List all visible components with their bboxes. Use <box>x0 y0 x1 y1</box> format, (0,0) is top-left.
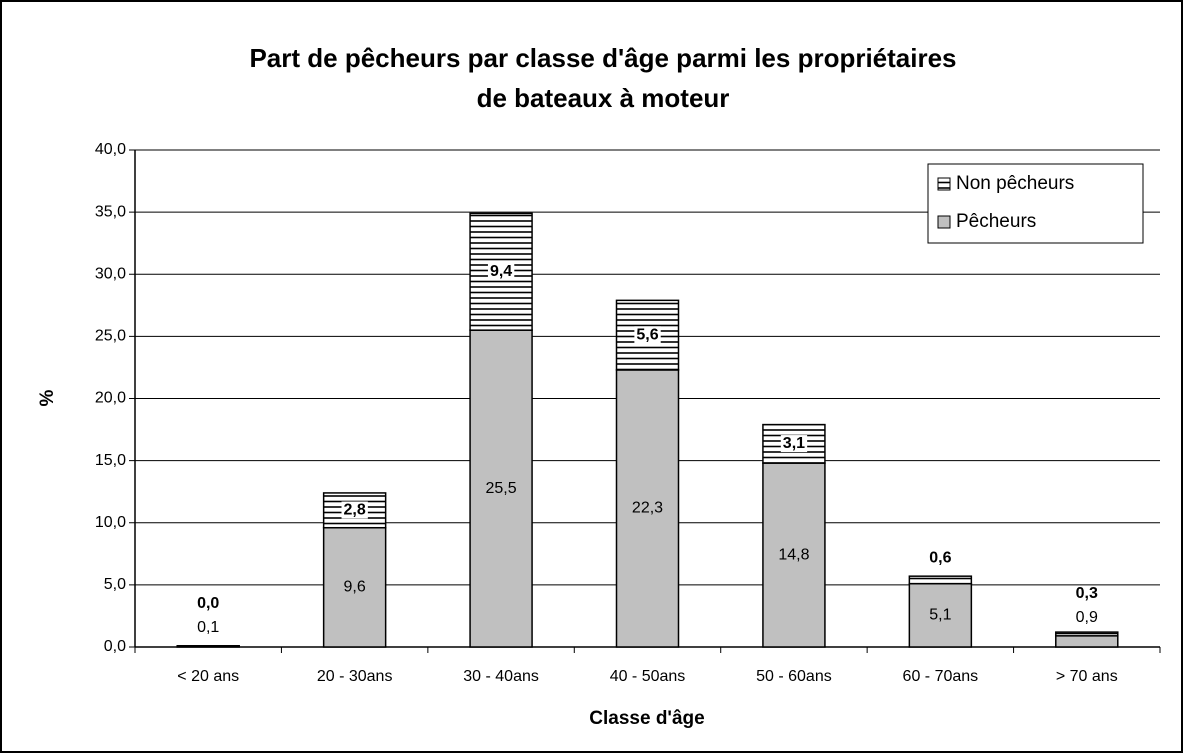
x-tick-label: 20 - 30ans <box>317 668 393 685</box>
chart-title: de bateaux à moteur <box>477 83 730 113</box>
bar-segment <box>615 369 680 648</box>
value-label-bg <box>780 435 808 453</box>
bar-segment <box>176 645 240 648</box>
y-tick-label: 20,0 <box>95 390 126 407</box>
legend-label: Pêcheurs <box>956 211 1036 232</box>
x-tick-label: > 70 ans <box>1056 668 1118 685</box>
y-tick-label: 40,0 <box>95 141 126 158</box>
value-label-bg <box>341 501 368 519</box>
x-tick-label: 40 - 50ans <box>610 668 686 685</box>
value-label: 2,8 <box>344 502 366 519</box>
y-tick-label: 5,0 <box>104 576 126 593</box>
y-tick-label: 0,0 <box>104 638 126 655</box>
value-label: 14,8 <box>778 546 809 563</box>
value-label: 0,3 <box>1076 585 1098 602</box>
bar-segment <box>1055 635 1119 648</box>
y-axis-title: % <box>37 389 58 406</box>
bar-segment <box>1055 631 1119 637</box>
y-tick-label: 15,0 <box>95 452 126 469</box>
bar-segment <box>469 329 533 648</box>
chart-title: Part de pêcheurs par classe d'âge parmi … <box>249 43 956 73</box>
value-label: 9,4 <box>490 263 512 280</box>
bar-segment <box>322 526 387 648</box>
bar-segment <box>908 575 973 585</box>
legend-label: Non pêcheurs <box>956 173 1074 194</box>
y-tick-label: 25,0 <box>95 328 126 345</box>
y-tick-label: 10,0 <box>95 514 126 531</box>
legend-swatch <box>937 177 951 191</box>
value-label-bg <box>487 262 515 280</box>
value-label: 0,0 <box>197 595 219 612</box>
value-label: 0,9 <box>1076 609 1098 626</box>
legend-swatch <box>937 215 951 229</box>
x-tick-label: 50 - 60ans <box>756 668 832 685</box>
bar-segment <box>908 582 973 648</box>
y-tick-label: 35,0 <box>95 203 126 220</box>
x-tick-label: 60 - 70ans <box>903 668 979 685</box>
value-label: 9,6 <box>344 579 366 596</box>
value-label: 0,6 <box>929 549 951 566</box>
value-label: 22,3 <box>632 500 663 517</box>
value-label: 3,1 <box>783 435 805 452</box>
x-tick-label: < 20 ans <box>177 668 239 685</box>
x-tick-label: 30 - 40ans <box>463 668 539 685</box>
y-tick-label: 30,0 <box>95 265 126 282</box>
value-label: 25,5 <box>486 480 517 497</box>
value-label: 0,1 <box>197 619 219 636</box>
x-axis-title: Classe d'âge <box>589 708 704 729</box>
legend <box>927 163 1144 244</box>
value-label-bg <box>634 326 661 344</box>
value-label: 5,1 <box>929 607 951 624</box>
value-label: 5,6 <box>636 326 658 343</box>
